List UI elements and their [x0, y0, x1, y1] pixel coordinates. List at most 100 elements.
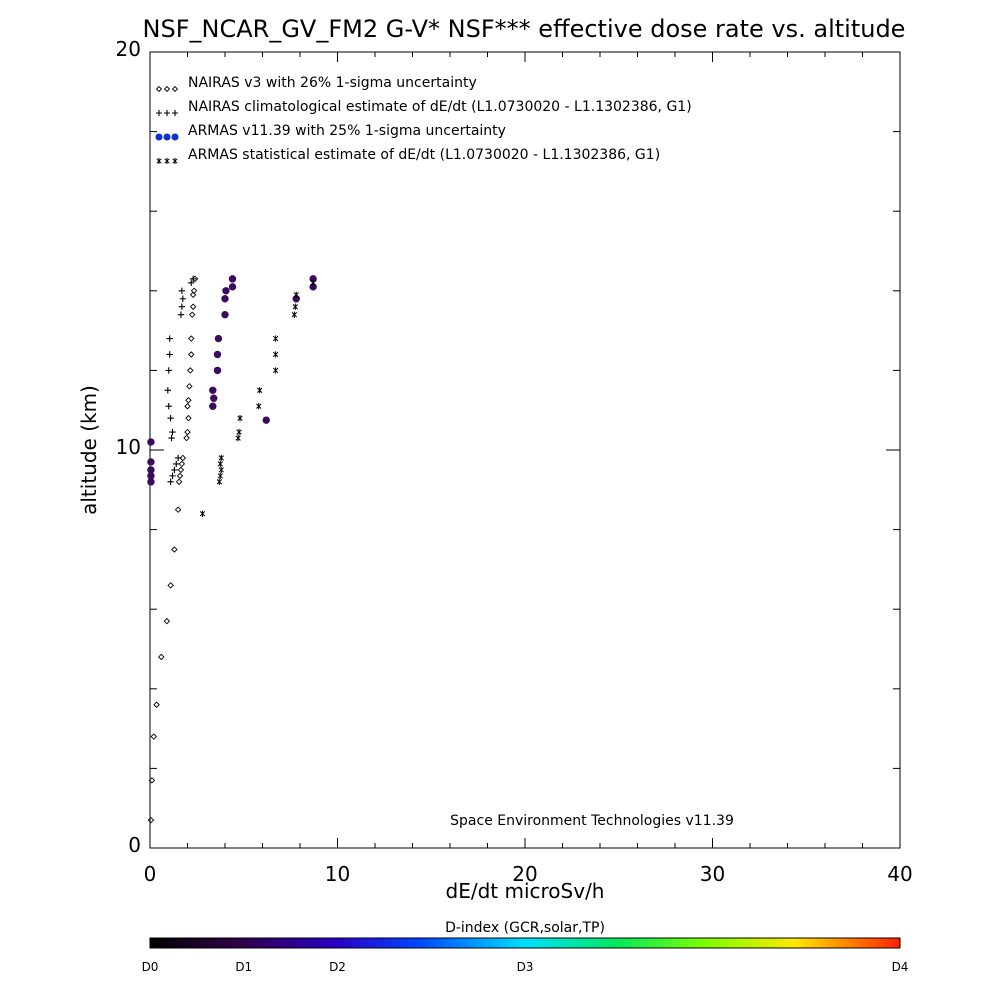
- data-point: [209, 386, 217, 394]
- data-point: [166, 351, 173, 358]
- x-tick-label: 20: [512, 862, 537, 886]
- data-point: [221, 310, 229, 319]
- data-point: [293, 291, 299, 298]
- data-point: [218, 466, 224, 474]
- plot-frame: [149, 51, 901, 849]
- legend-symbol: [156, 157, 178, 165]
- legend-symbol: [155, 133, 179, 141]
- data-point: [185, 397, 192, 404]
- chart-title: NSF_NCAR_GV_FM2 G-V* NSF*** effective do…: [143, 15, 906, 43]
- data-point: [153, 701, 160, 708]
- x-tick-label: 10: [325, 862, 350, 886]
- colorbar-title: D-index (GCR,solar,TP): [445, 920, 605, 936]
- data-point: [199, 510, 206, 517]
- x-tick-label: 0: [144, 862, 157, 886]
- legend-label: ARMAS v11.39 with 25% 1-sigma uncertaint…: [188, 123, 506, 139]
- data-point: [173, 460, 180, 468]
- data-point: [256, 403, 262, 410]
- data-point: [218, 454, 224, 462]
- data-point: [188, 279, 195, 287]
- series: [199, 279, 316, 517]
- data-point: [176, 472, 184, 480]
- legend-label: NAIRAS climatological estimate of dE/dt …: [188, 99, 692, 115]
- series: [147, 275, 317, 486]
- data-point: [158, 653, 165, 661]
- data-point: [188, 335, 195, 342]
- data-point: [188, 351, 195, 358]
- data-point: [228, 275, 237, 283]
- data-point: [147, 438, 155, 446]
- data-point: [147, 816, 155, 824]
- data-point: [262, 416, 270, 424]
- data-point: [185, 414, 192, 422]
- y-tick-labels: 0 10 20: [116, 37, 141, 857]
- data-point: [164, 387, 172, 394]
- x-tick-label: 40: [887, 862, 912, 886]
- data-point: [221, 295, 229, 303]
- data-point: [148, 777, 156, 784]
- legend-symbol: [155, 109, 179, 117]
- legend: NAIRAS v3 with 26% 1-sigma uncertainty NA…: [155, 75, 692, 165]
- data-point: [188, 311, 196, 318]
- legend-label: ARMAS statistical estimate of dE/dt (L1.…: [188, 147, 660, 163]
- data-point: [210, 394, 218, 402]
- data-point: [147, 466, 155, 474]
- y-tick-label: 0: [128, 833, 141, 857]
- data-point: [178, 287, 186, 294]
- data-point: [179, 454, 187, 462]
- colorbar-label: D1: [235, 960, 252, 974]
- data-point: [179, 295, 187, 302]
- data-point: [165, 403, 172, 410]
- data-point: [167, 582, 174, 589]
- data-point: [272, 367, 279, 374]
- colorbar: [149, 937, 901, 949]
- data-point: [189, 291, 197, 299]
- data-point: [169, 428, 176, 436]
- colorbar-label: D4: [892, 960, 909, 974]
- data-point: [214, 334, 223, 343]
- data-point: [165, 367, 172, 374]
- colorbar-label: D0: [142, 960, 159, 974]
- data-point: [187, 367, 194, 374]
- series: [164, 275, 197, 486]
- x-axis-label: dE/dt microSv/h: [446, 879, 605, 903]
- data-point: [189, 275, 197, 283]
- data-point: [237, 414, 243, 422]
- data-point: [236, 428, 242, 436]
- data-point: [291, 311, 298, 318]
- data-point: [216, 478, 223, 486]
- series: [147, 275, 199, 824]
- data-point: [163, 617, 171, 625]
- legend-item: ARMAS statistical estimate of dE/dt (L1.…: [156, 147, 660, 165]
- legend-item: NAIRAS climatological estimate of dE/dt …: [155, 99, 692, 117]
- data-point: [166, 335, 173, 342]
- data-point: [222, 287, 230, 295]
- legend-symbol: [155, 85, 179, 93]
- colorbar-label: D2: [329, 960, 346, 974]
- x-tick-label: 30: [700, 862, 725, 886]
- x-tick-labels: 0 10 20 30 40: [144, 862, 913, 886]
- data-point: [184, 402, 191, 410]
- data-point: [169, 472, 176, 480]
- data-point: [186, 383, 193, 390]
- data-point: [150, 733, 157, 740]
- data-point: [209, 402, 217, 410]
- data-point: [171, 466, 178, 474]
- data-point: [272, 335, 279, 342]
- data-point: [272, 351, 279, 358]
- data-point: [174, 506, 182, 513]
- data-point: [147, 478, 155, 486]
- data-point: [174, 454, 182, 462]
- colorbar-label: D3: [517, 960, 534, 974]
- legend-label: NAIRAS v3 with 26% 1-sigma uncertainty: [188, 75, 477, 91]
- data-point: [167, 414, 174, 422]
- data-point: [190, 287, 198, 295]
- credit-text: Space Environment Technologies v11.39: [450, 813, 734, 829]
- data-point: [217, 472, 223, 480]
- legend-item: ARMAS v11.39 with 25% 1-sigma uncertaint…: [155, 123, 506, 141]
- data-point: [217, 460, 223, 468]
- tick-marks: [149, 51, 901, 849]
- data-point: [183, 434, 190, 442]
- data-point: [178, 303, 186, 310]
